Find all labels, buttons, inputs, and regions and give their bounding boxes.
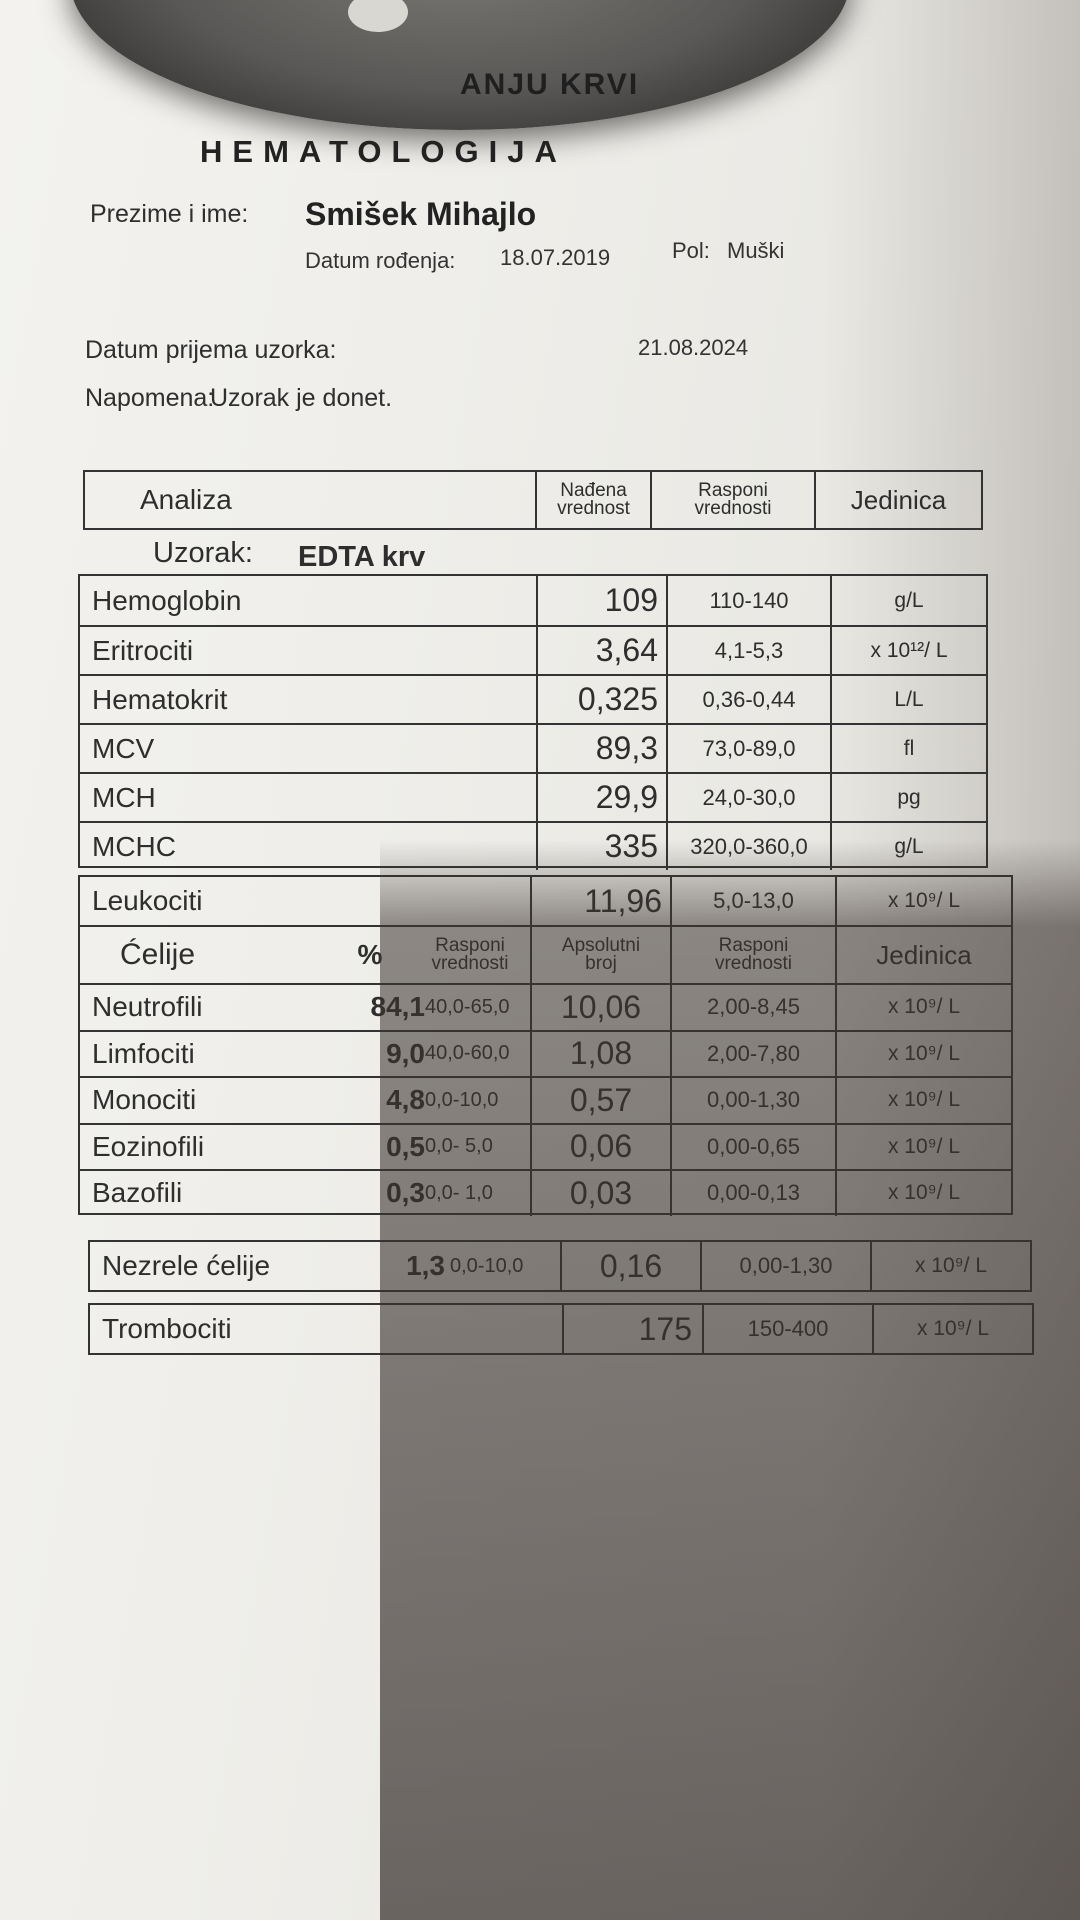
analyte-name: MCH	[92, 781, 156, 813]
cell-type-cell: Nezrele ćelije	[90, 1242, 362, 1290]
header-unit-text: Jedinica	[850, 484, 947, 515]
cell-type-name: Limfociti	[92, 1037, 195, 1069]
unit-cell: L/L	[830, 676, 986, 723]
analyte-name: MCV	[92, 732, 155, 764]
header-found: Nađena vrednost	[535, 472, 650, 528]
cell-type-cell: Eozinofili	[80, 1125, 342, 1170]
sample-value: EDTA krv	[298, 541, 426, 573]
analyte-name-cell: Eritrociti	[80, 627, 536, 674]
cell-type-cell: Neutrofili	[80, 985, 342, 1030]
analyte-name-cell: Hemoglobin	[80, 576, 536, 625]
unit-cell: fl	[830, 725, 986, 772]
cell-type-name: Eozinofili	[92, 1130, 205, 1162]
analyte-name-cell: MCHC	[80, 823, 536, 870]
analyte-name-cell: Hematokrit	[80, 676, 536, 723]
unit-cell: pg	[830, 774, 986, 821]
range-cell: 110-140	[666, 576, 830, 625]
report-subtitle: HEMATOLOGIJA	[200, 134, 567, 169]
header-unit: Jedinica	[814, 472, 981, 528]
unit-cell: g/L	[830, 576, 986, 625]
analyte-name-cell: Trombociti	[90, 1305, 562, 1353]
header-cells-text: Ćelije	[120, 938, 196, 971]
range-cell: 4,1-5,3	[666, 627, 830, 674]
analyte-name: Hemoglobin	[92, 584, 242, 616]
header-range: Rasponi vrednosti	[650, 472, 814, 528]
unit: fl	[903, 736, 915, 760]
value-cell: 0,325	[536, 676, 666, 723]
cell-type-cell: Limfociti	[80, 1032, 342, 1077]
header-analysis-text: Analiza	[140, 484, 232, 515]
value-cell: 89,3	[536, 725, 666, 772]
cell-type-name: Neutrofili	[92, 991, 203, 1023]
unit: pg	[897, 785, 921, 809]
name-label: Prezime i ime:	[90, 200, 249, 228]
reference-range: 24,0-30,0	[702, 784, 796, 810]
table-row: Hematokrit 0,325 0,36-0,44 L/L	[80, 674, 986, 723]
note-text: Uzorak je donet.	[210, 384, 393, 412]
sex-label: Pol:	[672, 238, 710, 263]
sex-value: Muški	[727, 238, 785, 263]
header-cells: Ćelije	[80, 927, 330, 983]
header-percent: %	[330, 927, 410, 983]
range-cell: 73,0-89,0	[666, 725, 830, 772]
received-date: 21.08.2024	[638, 335, 749, 360]
cell-type-name: Bazofili	[92, 1177, 183, 1209]
cell-type-name: Nezrele ćelije	[102, 1250, 271, 1281]
analyte-name: MCHC	[92, 830, 176, 862]
analyte-name-cell: Leukociti	[80, 877, 530, 925]
table-header: Analiza Nađena vrednost Rasponi vrednost…	[83, 470, 983, 530]
value-cell: 29,9	[536, 774, 666, 821]
table-row: MCV 89,3 73,0-89,0 fl	[80, 723, 986, 772]
dob-value: 18.07.2019	[500, 245, 611, 270]
dob-label: Datum rođenja:	[305, 248, 456, 273]
analyte-name-cell: MCV	[80, 725, 536, 772]
unit: x 10¹²/ L	[870, 638, 948, 662]
analyte-value: 89,3	[595, 730, 658, 766]
analyte-value: 0,325	[577, 681, 658, 717]
analyte-value: 109	[604, 582, 658, 618]
value-cell: 3,64	[536, 627, 666, 674]
rbc-table: Hemoglobin 109 110-140 g/L Eritrociti 3,64 4,1…	[78, 574, 988, 870]
value-cell: 109	[536, 576, 666, 625]
analyte-name: Leukociti	[92, 885, 203, 916]
unit-cell: x 10¹²/ L	[830, 627, 986, 674]
hand-shadow	[380, 840, 1080, 1920]
sample-label: Uzorak:	[153, 537, 253, 569]
header-found-line1: Nađena	[560, 480, 627, 501]
unit: g/L	[894, 588, 924, 612]
analyte-name: Trombociti	[102, 1313, 232, 1344]
header-range-line2: vrednosti	[694, 498, 772, 519]
reference-range: 4,1-5,3	[714, 637, 784, 663]
lamp-highlight	[348, 0, 408, 32]
header-range-line1: Rasponi	[698, 480, 768, 501]
analyte-name: Hematokrit	[92, 683, 228, 715]
unit: L/L	[894, 687, 924, 711]
range-cell: 24,0-30,0	[666, 774, 830, 821]
table-row: Eritrociti 3,64 4,1-5,3 x 10¹²/ L	[80, 625, 986, 674]
header-analysis: Analiza	[85, 472, 535, 528]
header-found-line2: vrednost	[557, 498, 630, 519]
table-row: Hemoglobin 109 110-140 g/L	[80, 576, 986, 625]
cell-type-cell: Bazofili	[80, 1171, 342, 1216]
range-cell: 0,36-0,44	[666, 676, 830, 723]
reference-range: 110-140	[709, 587, 789, 613]
analyte-name-cell: MCH	[80, 774, 536, 821]
cell-type-cell: Monociti	[80, 1078, 342, 1123]
received-label: Datum prijema uzorka:	[85, 336, 337, 364]
report-title: ANJU KRVI	[460, 68, 640, 101]
analyte-name: Eritrociti	[92, 634, 194, 666]
header-percent-text: %	[357, 939, 383, 970]
analyte-value: 3,64	[595, 632, 658, 668]
analyte-value: 29,9	[595, 779, 658, 815]
reference-range: 73,0-89,0	[702, 735, 796, 761]
table-row: MCH 29,9 24,0-30,0 pg	[80, 772, 986, 821]
patient-name: Smišek Mihajlo	[305, 196, 537, 232]
reference-range: 0,36-0,44	[702, 686, 796, 712]
cell-type-name: Monociti	[92, 1084, 197, 1116]
note-label: Napomena:	[85, 384, 215, 412]
